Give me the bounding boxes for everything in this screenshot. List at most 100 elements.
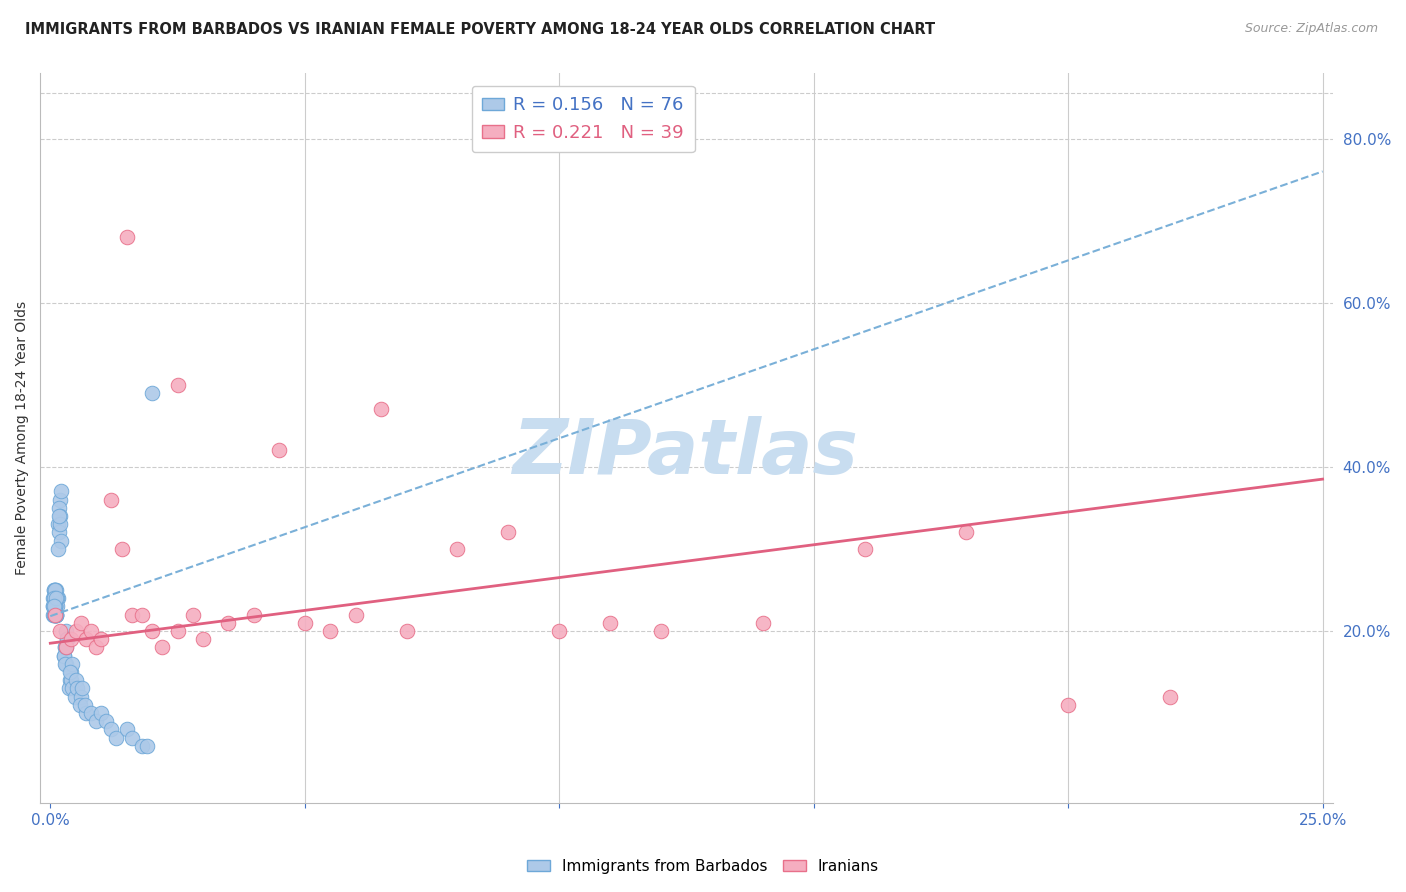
Point — [66, 681, 89, 696]
Point — [44, 607, 66, 622]
Point — [650, 624, 672, 638]
Point — [69, 615, 91, 630]
Point — [49, 492, 72, 507]
Point — [370, 402, 392, 417]
Point — [52, 648, 75, 663]
Point — [44, 607, 66, 622]
Point — [1159, 690, 1181, 704]
Point — [48, 509, 70, 524]
Point — [45, 582, 67, 597]
Point — [55, 632, 77, 647]
Text: ZIPatlas: ZIPatlas — [513, 416, 859, 490]
Point — [853, 541, 876, 556]
Point — [73, 698, 96, 712]
Point — [42, 591, 65, 606]
Point — [44, 599, 66, 614]
Point — [44, 591, 66, 606]
Point — [55, 632, 77, 647]
Point — [60, 657, 83, 671]
Point — [44, 582, 66, 597]
Point — [110, 541, 132, 556]
Point — [46, 591, 69, 606]
Point — [294, 615, 316, 630]
Point — [84, 640, 107, 655]
Point — [48, 541, 70, 556]
Point — [599, 615, 621, 630]
Point — [60, 681, 83, 696]
Point — [45, 607, 67, 622]
Point — [70, 681, 93, 696]
Point — [100, 723, 122, 737]
Point — [45, 607, 67, 622]
Point — [498, 525, 520, 540]
Point — [42, 607, 65, 622]
Point — [59, 673, 82, 687]
Text: Source: ZipAtlas.com: Source: ZipAtlas.com — [1244, 22, 1378, 36]
Point — [42, 599, 65, 614]
Point — [752, 615, 775, 630]
Point — [1057, 698, 1080, 712]
Point — [69, 698, 91, 712]
Point — [166, 377, 188, 392]
Point — [269, 443, 291, 458]
Point — [100, 492, 122, 507]
Point — [59, 673, 82, 687]
Point — [84, 714, 107, 728]
Point — [217, 615, 239, 630]
Point — [141, 386, 163, 401]
Point — [42, 591, 65, 606]
Point — [45, 607, 67, 622]
Point — [55, 657, 77, 671]
Point — [131, 607, 153, 622]
Point — [42, 607, 65, 622]
Point — [52, 648, 75, 663]
Point — [80, 706, 103, 720]
Point — [166, 624, 188, 638]
Point — [48, 500, 70, 515]
Point — [319, 624, 342, 638]
Point — [44, 582, 66, 597]
Point — [131, 739, 153, 753]
Point — [44, 607, 66, 622]
Point — [69, 690, 91, 704]
Point — [44, 599, 66, 614]
Point — [115, 723, 138, 737]
Point — [75, 632, 97, 647]
Point — [548, 624, 571, 638]
Point — [105, 731, 128, 745]
Point — [51, 484, 73, 499]
Point — [65, 673, 87, 687]
Point — [65, 624, 87, 638]
Point — [90, 632, 112, 647]
Point — [45, 591, 67, 606]
Point — [44, 607, 66, 622]
Point — [55, 640, 77, 655]
Point — [51, 533, 73, 548]
Point — [59, 665, 82, 679]
Point — [446, 541, 468, 556]
Point — [955, 525, 977, 540]
Point — [45, 599, 67, 614]
Point — [44, 591, 66, 606]
Point — [44, 599, 66, 614]
Point — [96, 714, 118, 728]
Point — [46, 591, 69, 606]
Point — [181, 607, 204, 622]
Point — [48, 525, 70, 540]
Point — [191, 632, 214, 647]
Point — [243, 607, 266, 622]
Legend: R = 0.156   N = 76, R = 0.221   N = 39: R = 0.156 N = 76, R = 0.221 N = 39 — [471, 86, 695, 153]
Point — [80, 624, 103, 638]
Point — [59, 665, 82, 679]
Point — [53, 640, 76, 655]
Point — [121, 731, 143, 745]
Point — [136, 739, 159, 753]
Point — [49, 624, 72, 638]
Point — [45, 607, 67, 622]
Point — [42, 599, 65, 614]
Legend: Immigrants from Barbados, Iranians: Immigrants from Barbados, Iranians — [520, 853, 886, 880]
Point — [44, 599, 66, 614]
Point — [53, 657, 76, 671]
Point — [48, 517, 70, 532]
Point — [90, 706, 112, 720]
